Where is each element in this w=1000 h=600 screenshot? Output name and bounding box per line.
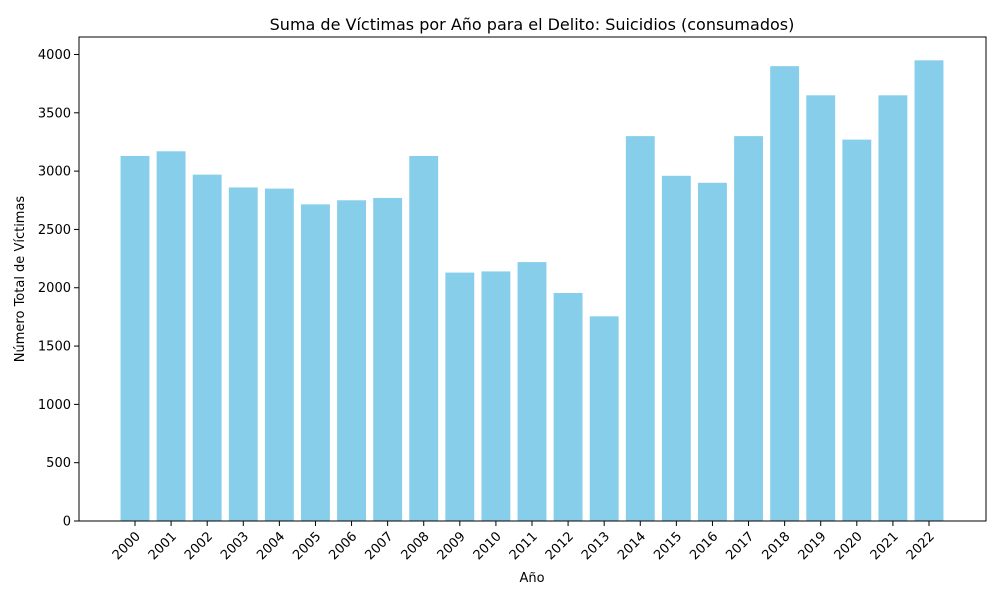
bar-2007 (373, 197, 403, 521)
bars-group (120, 60, 944, 522)
bar-2018 (770, 66, 800, 521)
y-tick-label-1000: 1000 (38, 398, 71, 413)
x-tick-label-2017: 2017 (723, 529, 757, 563)
x-tick-label-2014: 2014 (615, 529, 649, 563)
bar-2011 (517, 262, 547, 521)
x-tick-label-2015: 2015 (651, 529, 685, 563)
y-tick-label-2500: 2500 (38, 223, 71, 238)
bar-2009 (445, 272, 475, 521)
bar-2020 (842, 139, 872, 521)
x-tick-label-2012: 2012 (543, 529, 577, 563)
bar-2003 (228, 187, 258, 521)
x-tick-label-2020: 2020 (832, 529, 866, 563)
bar-2008 (409, 155, 439, 521)
bar-2016 (698, 182, 727, 521)
x-axis-label: Año (519, 571, 544, 586)
x-tick-label-2021: 2021 (868, 529, 902, 563)
x-tick-label-2003: 2003 (218, 529, 252, 563)
x-tick-label-2005: 2005 (290, 529, 324, 563)
x-axis: 2000 2001 2002 2003 2004 2005 2006 2007 2008 2009… (110, 521, 938, 563)
x-tick-label-2008: 2008 (399, 529, 433, 563)
y-tick-label-3500: 3500 (38, 106, 71, 121)
y-tick-label-0: 0 (63, 515, 71, 530)
x-tick-label-2004: 2004 (254, 529, 288, 563)
y-tick-label-3000: 3000 (38, 165, 71, 180)
x-tick-label-2019: 2019 (796, 529, 830, 563)
y-tick-label-1500: 1500 (38, 340, 71, 355)
bar-2004 (264, 188, 294, 522)
bar-2014 (625, 136, 655, 521)
bar-2005 (301, 204, 330, 522)
bar-2019 (806, 95, 836, 521)
bar-2015 (661, 175, 691, 522)
x-tick-label-2011: 2011 (507, 529, 541, 563)
x-tick-label-2016: 2016 (687, 529, 721, 563)
x-tick-label-2000: 2000 (110, 529, 144, 563)
chart-title: Suma de Víctimas por Año para el Delito:… (270, 15, 795, 34)
x-tick-label-2018: 2018 (759, 529, 793, 563)
bar-2000 (120, 155, 150, 521)
x-tick-label-2009: 2009 (435, 529, 469, 563)
y-axis-label: Número Total de Víctimas (13, 196, 28, 363)
bar-2022 (914, 60, 944, 521)
x-tick-label-2013: 2013 (579, 529, 613, 563)
x-tick-label-2001: 2001 (146, 529, 180, 563)
y-tick-label-4000: 4000 (38, 48, 71, 63)
y-tick-label-2000: 2000 (38, 281, 71, 296)
bar-2013 (589, 316, 619, 521)
bar-2002 (192, 174, 222, 521)
y-axis: 0 500 1000 1500 2000 2500 3000 3500 4000 (38, 48, 79, 530)
bar-2021 (878, 95, 908, 521)
x-tick-label-2002: 2002 (182, 529, 216, 563)
bar-2017 (734, 136, 763, 521)
x-tick-label-2007: 2007 (362, 529, 396, 563)
x-tick-label-2022: 2022 (904, 529, 938, 563)
bar-2006 (337, 200, 366, 521)
bar-2001 (156, 151, 186, 522)
y-tick-label-500: 500 (46, 456, 71, 471)
bar-2010 (481, 271, 511, 521)
x-tick-label-2006: 2006 (326, 529, 360, 563)
x-tick-label-2010: 2010 (471, 529, 505, 563)
bar-2012 (553, 293, 583, 521)
